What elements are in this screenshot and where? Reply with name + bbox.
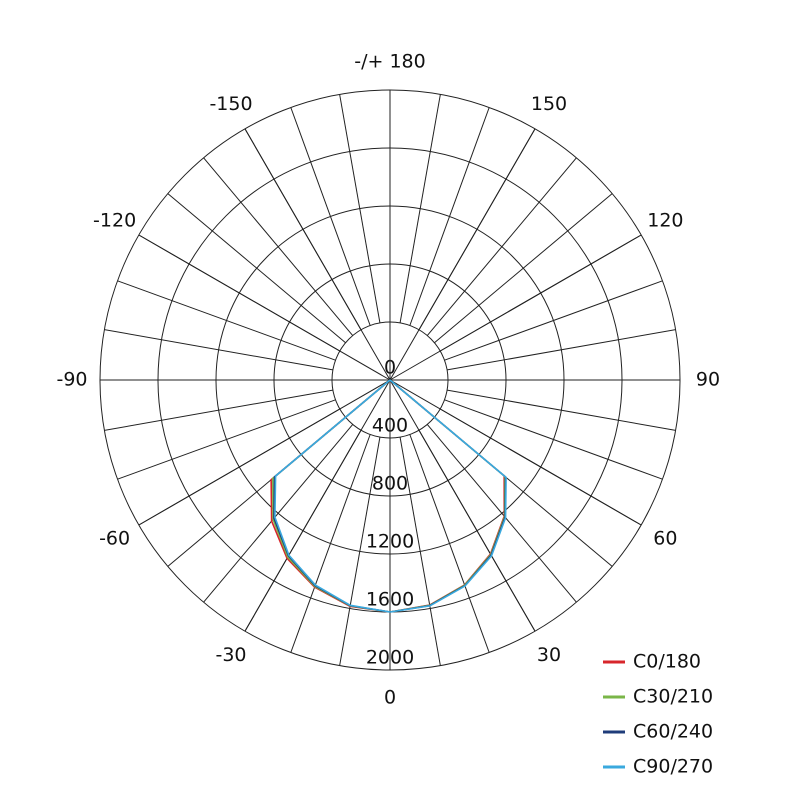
angle-tick-label: -90 (56, 369, 87, 391)
angle-grid-line (389, 379, 642, 526)
angle-grid-line (138, 234, 391, 381)
angle-tick-label: 120 (647, 210, 683, 232)
angle-grid-line (389, 128, 536, 381)
angle-tick-label: 30 (537, 644, 561, 666)
angle-tick-label: -/+ 180 (354, 51, 425, 73)
legend-label: C90/270 (633, 756, 713, 778)
legend-label: C60/240 (633, 721, 713, 743)
angle-tick-label: 0 (384, 687, 396, 709)
angle-tick-label: 60 (653, 528, 677, 550)
angle-grid-line (389, 379, 536, 632)
angle-grid-line (138, 379, 391, 526)
angle-grid-line (244, 379, 391, 632)
angle-tick-label: -60 (99, 528, 130, 550)
legend-label: C30/210 (633, 686, 713, 708)
angle-tick-label: 150 (531, 93, 567, 115)
angle-tick-label: -30 (215, 644, 246, 666)
angle-tick-label: 90 (696, 369, 720, 391)
angle-tick-label: -150 (209, 93, 252, 115)
angle-tick-label: -120 (93, 210, 136, 232)
angle-grid-line (389, 234, 642, 381)
legend-label: C0/180 (633, 651, 701, 673)
curve (274, 379, 507, 613)
angle-grid-line (244, 128, 391, 381)
